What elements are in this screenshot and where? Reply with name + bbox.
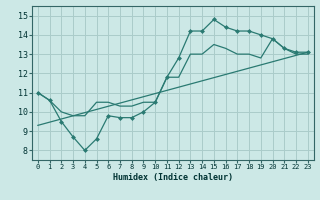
X-axis label: Humidex (Indice chaleur): Humidex (Indice chaleur) (113, 173, 233, 182)
